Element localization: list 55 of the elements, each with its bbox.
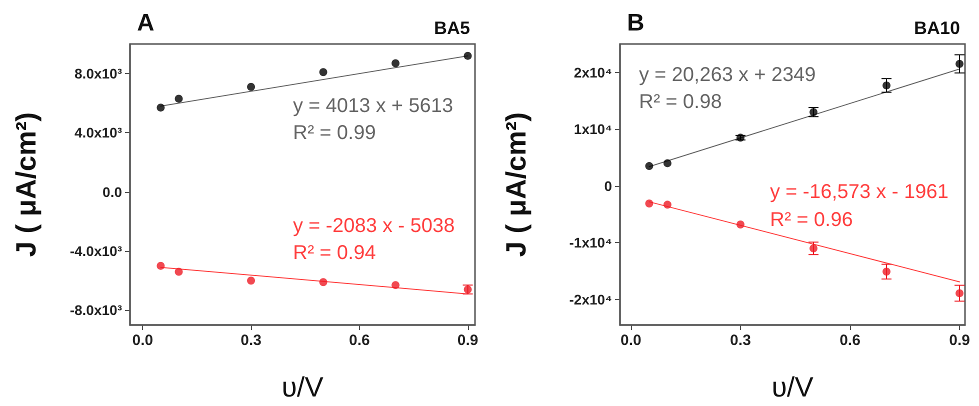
y-axis-title: J ( μA/cm²): [10, 112, 42, 257]
y-tick-label: 8.0x10³: [74, 66, 122, 82]
point: [392, 281, 400, 290]
point: [882, 81, 890, 90]
x-axis-title: υ/V: [771, 372, 814, 402]
point: [662, 159, 671, 168]
annotation: R² = 0.94: [293, 242, 376, 264]
chart-title: B: [626, 10, 644, 36]
point: [464, 52, 472, 60]
point: [156, 262, 165, 270]
annotation: R² = 0.98: [638, 91, 722, 113]
chart-subtitle: BA5: [434, 18, 470, 38]
point: [247, 82, 256, 91]
y-tick-label: 2x10⁴: [573, 64, 612, 80]
x-tick-label: 0.6: [839, 332, 860, 349]
annotation: R² = 0.96: [770, 209, 852, 231]
annotation: y = 4013 x + 5613: [293, 95, 454, 117]
point: [955, 289, 964, 298]
y-tick-label: 0: [604, 178, 612, 194]
point: [809, 244, 817, 252]
y-tick-label: -1x10⁴: [568, 234, 612, 251]
y-tick-label: 4.0x10³: [74, 124, 122, 141]
point: [955, 60, 964, 68]
point: [319, 278, 328, 286]
annotation: y = -2083 x - 5038: [293, 215, 455, 237]
annotation: R² = 0.99: [293, 122, 376, 144]
point: [247, 276, 256, 285]
point: [174, 268, 183, 276]
x-axis-title: υ/V: [282, 372, 324, 402]
point: [392, 59, 400, 68]
x-tick-label: 0.3: [730, 332, 750, 349]
point: [662, 200, 671, 209]
y-tick-label: -2x10⁴: [568, 291, 612, 308]
y-tick-label: 0.0: [102, 184, 122, 200]
x-tick-label: 0.0: [620, 332, 641, 349]
point: [156, 104, 165, 112]
annotation: y = 20,263 x + 2349: [638, 64, 816, 86]
x-tick-label: 0.0: [132, 332, 154, 349]
point: [882, 268, 890, 276]
x-tick-label: 0.6: [348, 332, 370, 349]
chart-title: A: [137, 10, 154, 36]
chart-subtitle: BA10: [913, 18, 960, 38]
y-axis-title: J ( μA/cm²): [500, 112, 531, 257]
annotation: y = -16,573 x - 1961: [770, 181, 948, 203]
point: [319, 68, 328, 76]
point: [644, 200, 653, 208]
x-tick-label: 0.3: [240, 332, 262, 349]
point: [736, 220, 744, 229]
y-tick-label: 1x10⁴: [573, 121, 612, 138]
x-tick-label: 0.9: [457, 332, 478, 349]
point: [174, 94, 183, 103]
y-tick-label: -4.0x10³: [70, 243, 122, 260]
point: [644, 162, 653, 170]
y-tick-label: -8.0x10³: [70, 302, 122, 318]
x-tick-label: 0.9: [948, 332, 970, 349]
